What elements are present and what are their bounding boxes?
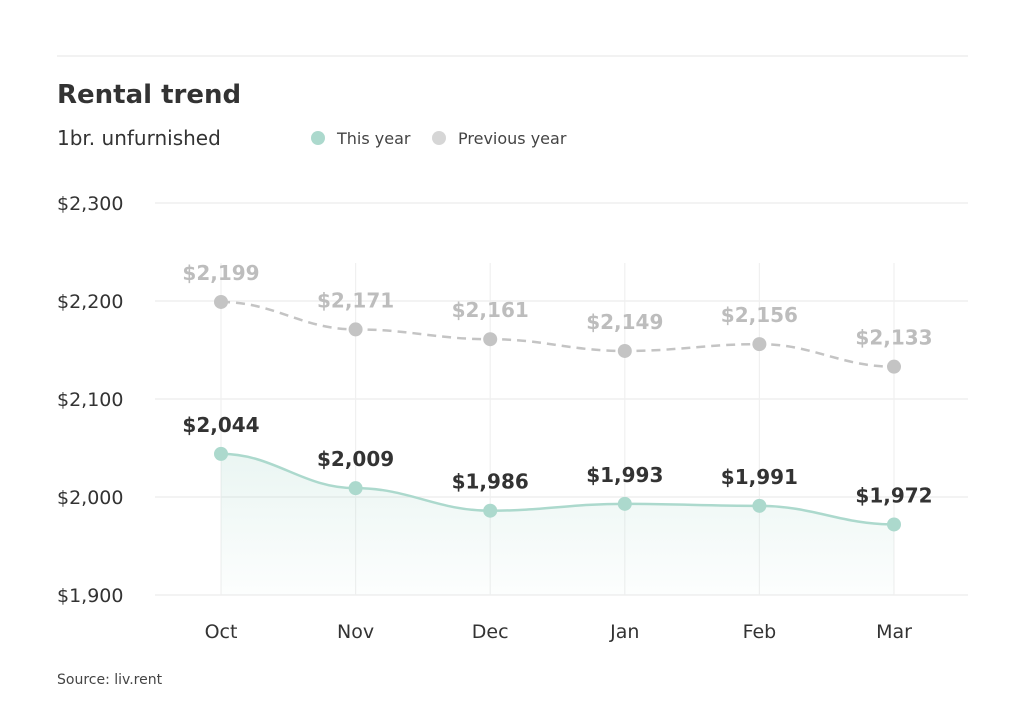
x-tick-label: Dec (472, 621, 509, 643)
data-label-this-year: $1,986 (452, 470, 529, 494)
point-previous-year (214, 294, 228, 309)
y-tick-label: $2,100 (57, 389, 123, 411)
legend-label-previous-year: Previous year (458, 129, 567, 148)
data-label-this-year: $2,044 (182, 413, 259, 437)
legend: This year Previous year (311, 129, 567, 148)
point-this-year (483, 503, 498, 518)
data-label-previous-year: $2,171 (317, 288, 394, 312)
data-label-previous-year: $2,156 (721, 303, 798, 327)
x-tick-label: Oct (205, 621, 238, 643)
y-tick-label: $1,900 (57, 585, 123, 607)
x-tick-label: Nov (337, 621, 374, 643)
point-previous-year (617, 343, 632, 358)
data-label-this-year: $1,972 (855, 483, 932, 507)
data-label-this-year: $1,991 (721, 465, 798, 489)
x-tick-label: Feb (743, 621, 777, 643)
x-tick-label: Mar (876, 621, 912, 643)
point-previous-year (887, 359, 901, 374)
data-label-this-year: $2,009 (317, 447, 394, 471)
line-this-year (220, 452, 895, 526)
data-label-previous-year: $2,199 (182, 261, 259, 285)
point-this-year (348, 481, 363, 496)
data-label-this-year: $1,993 (586, 463, 663, 487)
data-label-previous-year: $2,133 (855, 326, 932, 350)
area-this-year (221, 453, 894, 595)
point-this-year (752, 498, 767, 513)
y-tick-label: $2,300 (57, 193, 123, 215)
line-previous-year (220, 300, 895, 368)
point-this-year (887, 517, 901, 532)
legend-swatch-previous-year (432, 131, 446, 145)
y-tick-label: $2,000 (57, 487, 123, 509)
y-tick-label: $2,200 (57, 291, 123, 313)
point-this-year (617, 496, 632, 511)
legend-label-this-year: This year (336, 129, 411, 148)
point-previous-year (483, 332, 498, 347)
point-this-year (214, 446, 228, 461)
chart-subtitle: 1br. unfurnished (57, 126, 221, 150)
source-note: Source: liv.rent (57, 672, 163, 688)
point-previous-year (348, 322, 363, 337)
x-tick-label: Jan (609, 621, 639, 643)
chart-title: Rental trend (57, 80, 241, 110)
point-previous-year (752, 337, 767, 352)
legend-swatch-this-year (311, 131, 325, 145)
data-label-previous-year: $2,149 (586, 310, 663, 334)
data-label-previous-year: $2,161 (452, 298, 529, 322)
